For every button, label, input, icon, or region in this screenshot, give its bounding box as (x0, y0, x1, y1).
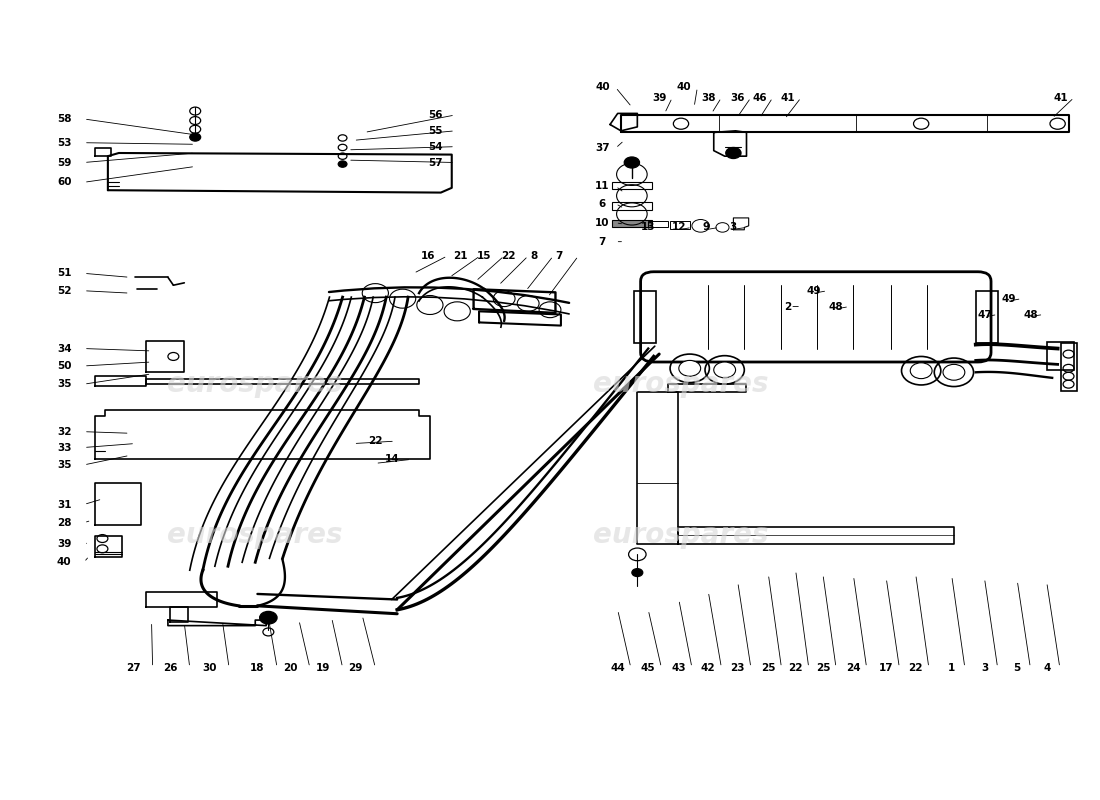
Text: 33: 33 (57, 442, 72, 453)
Text: 59: 59 (57, 158, 72, 167)
Text: 7: 7 (556, 251, 562, 261)
Text: 58: 58 (57, 114, 72, 124)
Bar (976, 290, 998, 343)
Circle shape (679, 361, 701, 376)
Text: 55: 55 (428, 126, 442, 136)
Text: 17: 17 (879, 662, 893, 673)
Circle shape (189, 134, 200, 141)
Bar (613, 182, 651, 190)
Text: 51: 51 (57, 268, 72, 278)
Text: 44: 44 (610, 662, 625, 673)
Text: 3: 3 (981, 662, 988, 673)
Text: 15: 15 (477, 251, 492, 261)
Text: 28: 28 (57, 518, 72, 528)
Text: 41: 41 (781, 93, 795, 102)
Text: 54: 54 (428, 142, 442, 152)
Circle shape (714, 362, 736, 378)
Text: 22: 22 (789, 662, 803, 673)
Text: 45: 45 (641, 662, 656, 673)
Text: 26: 26 (163, 662, 177, 673)
Text: 24: 24 (846, 662, 861, 673)
Text: 11: 11 (595, 182, 609, 191)
Text: 12: 12 (672, 222, 686, 233)
Text: 13: 13 (641, 222, 656, 233)
Text: 36: 36 (730, 93, 745, 102)
Text: 6: 6 (598, 198, 606, 209)
Text: 53: 53 (57, 138, 72, 148)
Text: 40: 40 (595, 82, 609, 92)
Text: 16: 16 (420, 251, 434, 261)
Text: 18: 18 (250, 662, 265, 673)
Text: 27: 27 (125, 662, 141, 673)
Text: 30: 30 (202, 662, 217, 673)
Text: 3: 3 (729, 222, 737, 233)
Text: 29: 29 (349, 662, 363, 673)
Circle shape (726, 147, 741, 158)
Text: 40: 40 (676, 82, 692, 92)
Text: 4: 4 (1043, 662, 1050, 673)
Text: 14: 14 (384, 454, 399, 464)
Text: 50: 50 (57, 361, 72, 371)
Text: 5: 5 (1013, 662, 1021, 673)
Text: eurospares: eurospares (593, 521, 769, 549)
Circle shape (338, 161, 346, 167)
Text: 37: 37 (595, 143, 609, 154)
Text: 57: 57 (428, 158, 442, 167)
Text: 21: 21 (453, 251, 468, 261)
Bar (648, 221, 668, 227)
Bar (1060, 343, 1077, 390)
Text: 25: 25 (761, 662, 776, 673)
Text: 7: 7 (598, 237, 606, 246)
Text: 41: 41 (1054, 93, 1068, 102)
Bar (613, 202, 651, 210)
Text: 10: 10 (595, 218, 609, 228)
Bar (613, 219, 651, 227)
Text: 8: 8 (530, 251, 537, 261)
Text: 9: 9 (703, 222, 710, 233)
Circle shape (910, 362, 932, 378)
Text: 22: 22 (909, 662, 923, 673)
Text: 52: 52 (57, 286, 72, 296)
Circle shape (943, 364, 965, 380)
Text: 60: 60 (57, 178, 72, 187)
Text: 49: 49 (807, 286, 822, 296)
Text: 49: 49 (1001, 294, 1015, 304)
Text: 22: 22 (368, 436, 383, 446)
Text: 34: 34 (57, 343, 72, 354)
Text: 48: 48 (1023, 310, 1037, 319)
Text: 19: 19 (316, 662, 330, 673)
Text: eurospares: eurospares (593, 370, 769, 398)
Text: eurospares: eurospares (167, 370, 343, 398)
Text: 38: 38 (701, 93, 715, 102)
Text: 31: 31 (57, 499, 72, 510)
Bar (634, 290, 656, 343)
Text: 1: 1 (948, 662, 956, 673)
Text: eurospares: eurospares (167, 521, 343, 549)
Text: 23: 23 (730, 662, 745, 673)
Circle shape (260, 611, 277, 624)
Text: 20: 20 (283, 662, 297, 673)
Text: 56: 56 (428, 110, 442, 120)
Bar (670, 221, 690, 229)
Text: 48: 48 (828, 302, 844, 311)
Text: 32: 32 (57, 426, 72, 437)
Text: 2: 2 (784, 302, 792, 311)
Text: 25: 25 (816, 662, 831, 673)
Text: 43: 43 (671, 662, 686, 673)
Text: 40: 40 (57, 558, 72, 567)
Text: 39: 39 (57, 539, 72, 549)
Text: 46: 46 (752, 93, 767, 102)
Bar (1047, 342, 1074, 370)
Text: 47: 47 (977, 310, 992, 319)
Text: 42: 42 (701, 662, 716, 673)
Circle shape (624, 157, 639, 168)
Circle shape (631, 569, 642, 577)
Text: 22: 22 (502, 251, 516, 261)
Text: 35: 35 (57, 460, 72, 470)
Text: 35: 35 (57, 379, 72, 389)
Text: 39: 39 (652, 93, 667, 102)
